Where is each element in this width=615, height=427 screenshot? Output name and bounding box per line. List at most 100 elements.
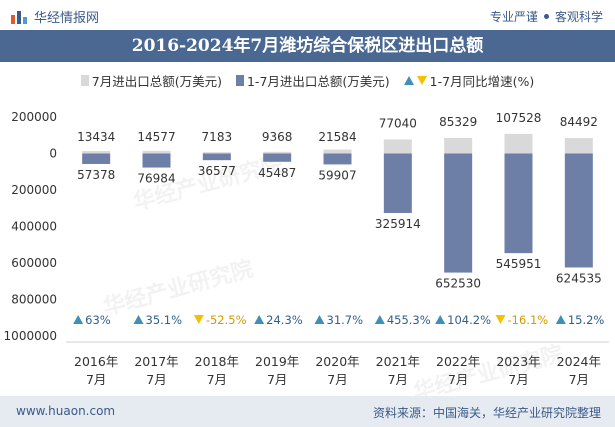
x-tick-label-year: 2017年 [134, 354, 178, 369]
growth-value-label: 31.7% [327, 313, 364, 327]
growth-down-marker [193, 315, 204, 324]
x-tick-label-month: 7月 [388, 372, 408, 387]
watermark-text: 华经产业研究院 [410, 341, 565, 396]
tag-professional: 专业严谨 [489, 10, 538, 24]
growth-value-label: -52.5% [206, 313, 247, 327]
monthly-bar [263, 151, 292, 154]
legend-down-triangle-icon [416, 75, 427, 85]
separator-dot-icon [543, 14, 549, 19]
growth-value-label: 24.3% [266, 313, 303, 327]
footer-source: 资料来源：中国海关，华经产业研究院整理 [372, 406, 601, 420]
cumulative-value-label: 36577 [198, 164, 236, 178]
cumulative-value-label: 76984 [137, 172, 175, 186]
growth-value-label: 455.3% [387, 313, 431, 327]
x-tick-label-month: 7月 [448, 372, 468, 387]
legend-item-monthly[interactable]: 7月进出口总额(万美元) [80, 71, 222, 90]
x-tick-label-year: 2016年 [74, 354, 118, 369]
monthly-bar [564, 138, 593, 154]
y-tick-label: 400000 [11, 220, 57, 234]
y-tick-label: 800000 [11, 293, 57, 307]
monthly-value-label: 85329 [439, 115, 477, 129]
x-tick-label-month: 7月 [569, 372, 589, 387]
legend-item-cumulative[interactable]: 1-7月进出口总额(万美元) [235, 71, 390, 90]
x-tick-label-month: 7月 [508, 372, 528, 387]
cumulative-bar [142, 153, 171, 168]
monthly-value-label: 77040 [379, 116, 417, 130]
y-tick-label: 600000 [11, 256, 57, 270]
growth-down-marker [495, 315, 506, 324]
legend-label-monthly: 7月进出口总额(万美元) [91, 73, 222, 89]
cumulative-bar [444, 153, 473, 273]
growth-up-marker [555, 315, 566, 324]
cumulative-bar [82, 153, 111, 164]
x-tick-label-month: 7月 [146, 372, 166, 387]
growth-up-marker [314, 315, 325, 324]
monthly-value-label: 9368 [262, 130, 293, 144]
header-tags: 专业严谨 客观科学 [490, 8, 603, 25]
monthly-bar [383, 139, 412, 154]
legend-up-triangle-icon [403, 75, 414, 85]
x-tick-label-year: 2022年 [436, 354, 480, 369]
watermark-text: 华经产业研究院 [100, 256, 255, 321]
x-tick-label-month: 7月 [327, 372, 347, 387]
monthly-bar [142, 150, 171, 154]
x-tick-label-month: 7月 [267, 372, 287, 387]
brand-logo-icon [11, 10, 27, 24]
growth-up-marker [73, 315, 84, 324]
growth-up-marker [374, 315, 385, 324]
monthly-bar [82, 151, 111, 154]
legend-label-growth: 1-7月同比增速(%) [429, 73, 535, 89]
monthly-value-label: 21584 [318, 130, 356, 144]
brand-name: 华经情报网 [34, 11, 100, 26]
growth-value-label: 15.2% [568, 313, 605, 327]
y-tick-label: 200000 [11, 110, 57, 124]
growth-value-label: -16.1% [508, 313, 549, 327]
cumulative-bar [383, 153, 412, 213]
monthly-value-label: 13434 [77, 130, 115, 144]
cumulative-bar [564, 153, 593, 268]
monthly-bar [202, 152, 231, 154]
tag-objective: 客观科学 [554, 10, 603, 24]
cumulative-bar [504, 153, 533, 254]
y-tick-label: 200000 [11, 183, 57, 197]
x-tick-label-month: 7月 [86, 372, 106, 387]
growth-value-label: 63% [85, 313, 111, 327]
legend-label-cumulative: 1-7月进出口总额(万美元) [246, 73, 390, 89]
growth-up-marker [254, 315, 265, 324]
growth-up-marker [435, 315, 446, 324]
cumulative-value-label: 57378 [77, 168, 115, 182]
cumulative-value-label: 325914 [375, 217, 421, 231]
monthly-value-label: 14577 [137, 130, 175, 144]
x-tick-label-year: 2023年 [496, 354, 540, 369]
x-tick-label-year: 2018年 [195, 354, 239, 369]
brand[interactable]: 华经情报网 [10, 7, 99, 26]
growth-up-marker [133, 315, 144, 324]
footer: www.huaon.com 资料来源：中国海关，华经产业研究院整理 [0, 396, 615, 427]
cumulative-value-label: 545951 [496, 257, 542, 271]
cumulative-value-label: 45487 [258, 166, 296, 180]
x-tick-label-year: 2019年 [255, 354, 299, 369]
monthly-value-label: 84492 [560, 115, 598, 129]
monthly-value-label: 107528 [496, 111, 542, 125]
cumulative-value-label: 59907 [318, 168, 356, 182]
x-tick-label-year: 2021年 [376, 354, 420, 369]
cumulative-bar [202, 153, 231, 161]
x-tick-label-year: 2024年 [557, 354, 601, 369]
chart-area: 华经产业研究院华经产业研究院华经产业研究院2000000200000400000… [4, 110, 609, 396]
growth-value-label: 35.1% [146, 313, 183, 327]
legend-item-growth[interactable]: 1-7月同比增速(%) [403, 71, 535, 90]
monthly-bar [504, 133, 533, 154]
x-tick-label-month: 7月 [207, 372, 227, 387]
y-tick-label: 0 [49, 147, 57, 161]
legend-swatch-cumulative [235, 74, 244, 86]
monthly-value-label: 7183 [202, 130, 233, 144]
top-bar: 华经情报网 专业严谨 客观科学 [0, 0, 615, 30]
monthly-bar [444, 137, 473, 154]
x-tick-label-year: 2020年 [315, 354, 359, 369]
cumulative-value-label: 624535 [556, 271, 602, 285]
monthly-bar [323, 149, 352, 154]
footer-site[interactable]: www.huaon.com [16, 404, 116, 418]
cumulative-bar [263, 153, 292, 162]
legend-swatch-monthly [80, 74, 89, 86]
cumulative-value-label: 652530 [435, 277, 481, 291]
